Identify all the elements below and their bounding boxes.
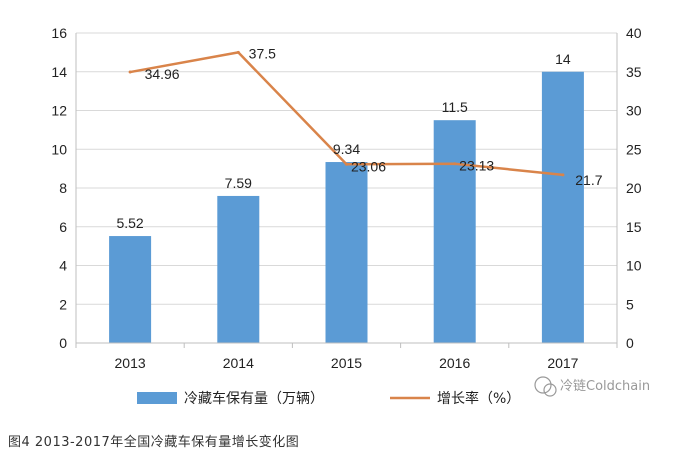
bar (433, 120, 476, 343)
watermark-text: 冷链Coldchain (560, 379, 650, 394)
bar-data-label: 9.34 (333, 141, 360, 157)
y-right-tick-label: 5 (626, 296, 634, 312)
y-right-tick-label: 20 (626, 180, 642, 196)
y-left-tick-label: 0 (59, 335, 67, 351)
line-data-label: 21.7 (575, 172, 602, 188)
bar (109, 236, 152, 343)
y-right-tick-label: 25 (626, 141, 642, 157)
x-tick-label: 2014 (223, 355, 254, 371)
line-data-label: 34.96 (145, 66, 180, 82)
line-point (453, 162, 457, 166)
combo-chart: 5.52 7.59 9.34 11.5 14 34.96 37.5 23.06 23.13 21.… (51, 25, 650, 407)
y-right-tick-label: 10 (626, 258, 642, 274)
x-tick-label: 2017 (547, 355, 578, 371)
figure-caption: 图4 2013-2017年全国冷藏车保有量增长变化图 (8, 435, 300, 450)
y-left-tick-label: 6 (59, 219, 67, 235)
bar (325, 162, 368, 343)
legend-bar-label: 冷藏车保有量（万辆） (184, 390, 324, 407)
bar-data-label: 14 (555, 51, 571, 67)
legend: 冷藏车保有量（万辆） 增长率（%） (137, 390, 520, 407)
line-point (236, 50, 240, 54)
line-data-label: 37.5 (249, 45, 276, 61)
line-data-label: 23.06 (351, 158, 386, 174)
line-point (128, 70, 132, 74)
legend-bar-swatch (137, 392, 177, 404)
y-left-tick-label: 16 (51, 25, 67, 41)
line-point (561, 173, 565, 177)
y-left-tick-label: 10 (51, 141, 67, 157)
y-right-tick-label: 0 (626, 335, 634, 351)
x-tick-label: 2013 (115, 355, 146, 371)
bar-data-label: 7.59 (225, 175, 252, 191)
data-labels: 5.52 7.59 9.34 11.5 14 34.96 37.5 23.06 23.13 21.… (116, 45, 602, 231)
bar-data-label: 5.52 (116, 215, 143, 231)
legend-line-label: 增长率（%） (437, 390, 520, 407)
y-left-tick-label: 4 (59, 258, 67, 274)
x-tick-label: 2015 (331, 355, 362, 371)
axes: 0 2 4 6 8 10 12 14 16 0 5 10 15 20 25 30 35 40 2013 2014 201… (51, 25, 641, 371)
line-data-label: 23.13 (459, 158, 494, 174)
y-right-tick-label: 15 (626, 219, 642, 235)
wechat-icon (534, 376, 557, 397)
y-left-tick-label: 2 (59, 296, 67, 312)
bar-series (109, 71, 584, 343)
y-left-tick-label: 12 (51, 103, 67, 119)
y-left-tick-label: 14 (51, 64, 67, 80)
x-tick-label: 2016 (439, 355, 470, 371)
y-right-tick-label: 40 (626, 25, 642, 41)
bar-data-label: 11.5 (442, 99, 468, 115)
line-point (345, 162, 348, 166)
y-left-tick-label: 8 (59, 180, 67, 196)
y-right-tick-label: 30 (626, 103, 642, 119)
line-series (128, 50, 565, 177)
bar (541, 71, 584, 343)
bar (217, 195, 260, 343)
y-right-tick-label: 35 (626, 64, 642, 80)
watermark: 冷链Coldchain (534, 376, 650, 397)
